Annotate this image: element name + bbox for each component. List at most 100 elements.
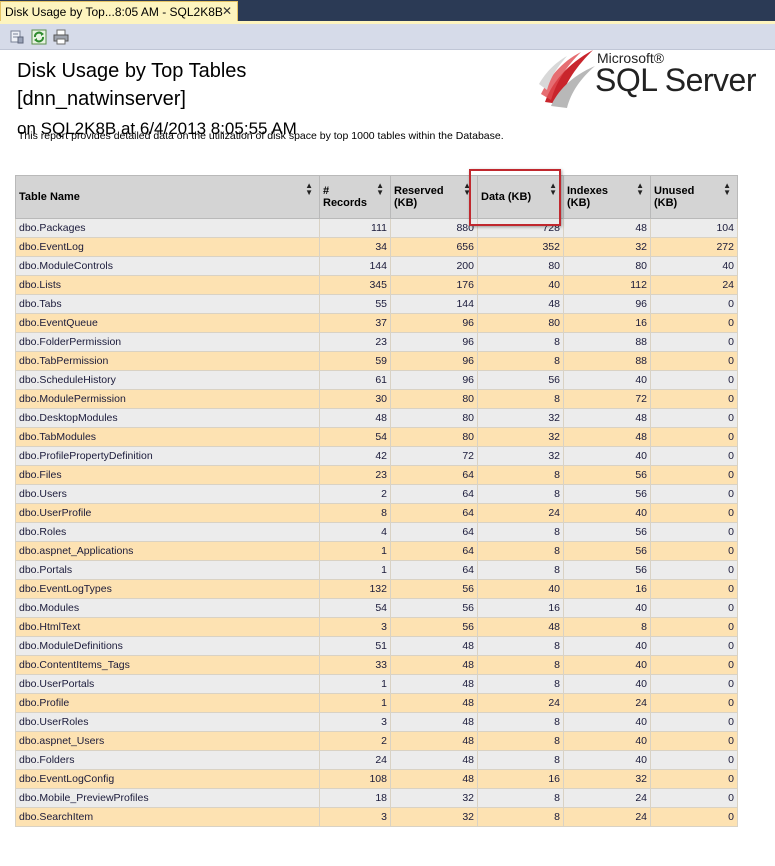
cell-value: 272	[650, 237, 738, 257]
cell-value: 32	[563, 769, 651, 789]
sort-icon[interactable]: ▲ ▼	[463, 181, 471, 197]
report-header: Disk Usage by Top Tables [dnn_natwinserv…	[0, 50, 775, 153]
close-icon[interactable]: ✕	[221, 4, 232, 18]
column-header-data[interactable]: Data (KB) ▲ ▼	[477, 175, 564, 219]
cell-value: 3	[319, 712, 391, 732]
cell-value: 2	[319, 484, 391, 504]
column-header-unused[interactable]: Unused (KB) ▲ ▼	[650, 175, 738, 219]
sort-icon[interactable]: ▲ ▼	[723, 181, 731, 197]
cell-value: 144	[319, 256, 391, 276]
cell-table-name: dbo.ModuleDefinitions	[15, 636, 320, 656]
cell-value: 32	[477, 446, 564, 466]
cell-value: 1	[319, 693, 391, 713]
refresh-icon[interactable]	[30, 28, 48, 46]
cell-value: 4	[319, 522, 391, 542]
cell-value: 24	[650, 275, 738, 295]
cell-table-name: dbo.Portals	[15, 560, 320, 580]
sort-icon[interactable]: ▲ ▼	[376, 181, 384, 197]
cell-value: 16	[563, 313, 651, 333]
cell-value: 48	[390, 693, 478, 713]
cell-value: 56	[390, 598, 478, 618]
column-header-table-name[interactable]: Table Name ▲ ▼	[15, 175, 320, 219]
cell-value: 96	[390, 332, 478, 352]
column-header-indexes[interactable]: Indexes (KB) ▲ ▼	[563, 175, 651, 219]
report-toolbar	[0, 24, 775, 50]
cell-value: 0	[650, 674, 738, 694]
report-tab-label: Disk Usage by Top...8:05 AM - SQL2K8B	[5, 5, 223, 19]
cell-table-name: dbo.Profile	[15, 693, 320, 713]
cell-table-name: dbo.DesktopModules	[15, 408, 320, 428]
database-name: [dnn_natwinserver]	[17, 88, 186, 110]
cell-value: 8	[477, 389, 564, 409]
cell-value: 8	[477, 750, 564, 770]
cell-table-name: dbo.Lists	[15, 275, 320, 295]
cell-value: 34	[319, 237, 391, 257]
cell-value: 3	[319, 617, 391, 637]
cell-value: 16	[563, 579, 651, 599]
cell-value: 56	[390, 617, 478, 637]
sort-icon[interactable]: ▲ ▼	[636, 181, 644, 197]
table-row: dbo.ScheduleHistory 61 96 56 40 0	[15, 370, 738, 390]
cell-value: 24	[563, 693, 651, 713]
cell-value: 80	[563, 256, 651, 276]
cell-value: 56	[477, 370, 564, 390]
table-row: dbo.Files 23 64 8 56 0	[15, 465, 738, 485]
table-row: dbo.TabModules 54 80 32 48 0	[15, 427, 738, 447]
print-icon[interactable]	[52, 28, 70, 46]
cell-value: 1	[319, 674, 391, 694]
cell-value: 0	[650, 541, 738, 561]
cell-table-name: dbo.ModulePermission	[15, 389, 320, 409]
cell-value: 8	[477, 655, 564, 675]
cell-value: 108	[319, 769, 391, 789]
cell-table-name: dbo.ModuleControls	[15, 256, 320, 276]
table-row: dbo.Folders 24 48 8 40 0	[15, 750, 738, 770]
cell-value: 48	[390, 636, 478, 656]
cell-value: 1	[319, 560, 391, 580]
cell-table-name: dbo.Modules	[15, 598, 320, 618]
cell-value: 0	[650, 769, 738, 789]
cell-value: 48	[563, 218, 651, 238]
cell-value: 32	[390, 788, 478, 808]
table-row: dbo.ContentItems_Tags 33 48 8 40 0	[15, 655, 738, 675]
column-header-reserved[interactable]: Reserved (KB) ▲ ▼	[390, 175, 478, 219]
table-row: dbo.EventLogConfig 108 48 16 32 0	[15, 769, 738, 789]
table-row: dbo.ModuleDefinitions 51 48 8 40 0	[15, 636, 738, 656]
report-tab[interactable]: Disk Usage by Top...8:05 AM - SQL2K8B ✕	[0, 1, 238, 22]
cell-value: 48	[477, 617, 564, 637]
cell-table-name: dbo.ScheduleHistory	[15, 370, 320, 390]
table-row: dbo.Lists 345 176 40 112 24	[15, 275, 738, 295]
cell-value: 64	[390, 560, 478, 580]
cell-value: 104	[650, 218, 738, 238]
sort-icon[interactable]: ▲ ▼	[549, 181, 557, 197]
cell-value: 56	[563, 484, 651, 504]
cell-value: 32	[563, 237, 651, 257]
sort-icon[interactable]: ▲ ▼	[305, 181, 313, 197]
cell-value: 80	[390, 389, 478, 409]
cell-value: 88	[563, 351, 651, 371]
cell-value: 8	[477, 541, 564, 561]
cell-value: 0	[650, 579, 738, 599]
cell-value: 0	[650, 617, 738, 637]
cell-value: 56	[563, 522, 651, 542]
cell-value: 32	[390, 807, 478, 827]
cell-value: 23	[319, 332, 391, 352]
cell-value: 48	[319, 408, 391, 428]
cell-table-name: dbo.aspnet_Applications	[15, 541, 320, 561]
cell-value: 0	[650, 598, 738, 618]
cell-value: 48	[390, 674, 478, 694]
document-map-icon[interactable]	[8, 28, 26, 46]
cell-value: 8	[477, 560, 564, 580]
cell-value: 40	[563, 750, 651, 770]
cell-value: 0	[650, 731, 738, 751]
cell-table-name: dbo.EventLogConfig	[15, 769, 320, 789]
disk-usage-table: Table Name ▲ ▼ # Records ▲ ▼ Reserved (KB) ▲ ▼…	[15, 175, 738, 827]
cell-value: 72	[390, 446, 478, 466]
table-row: dbo.Tabs 55 144 48 96 0	[15, 294, 738, 314]
cell-value: 3	[319, 807, 391, 827]
cell-value: 64	[390, 465, 478, 485]
column-header-records[interactable]: # Records ▲ ▼	[319, 175, 391, 219]
cell-value: 8	[319, 503, 391, 523]
cell-table-name: dbo.EventLogTypes	[15, 579, 320, 599]
cell-value: 132	[319, 579, 391, 599]
report-description: This report provides detailed data on th…	[18, 130, 504, 142]
